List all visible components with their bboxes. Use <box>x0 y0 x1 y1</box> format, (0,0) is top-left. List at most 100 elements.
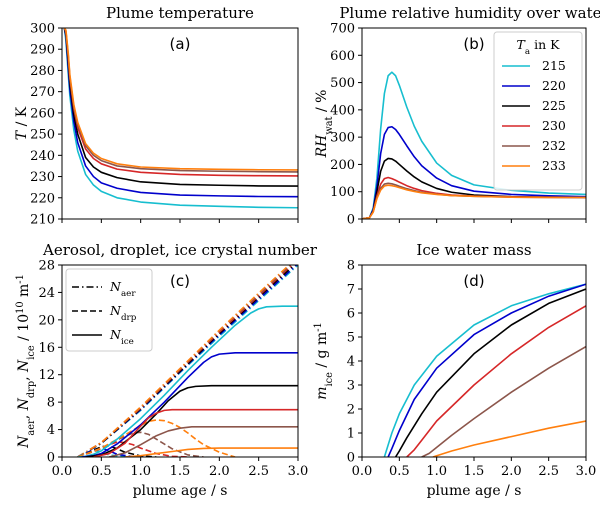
series-line-225 <box>362 157 586 219</box>
y-tick-label: 300 <box>330 131 355 146</box>
series-line-233 <box>432 420 586 457</box>
y-tick-label: 250 <box>30 128 55 143</box>
y-tick-label: 6 <box>347 307 355 322</box>
series-line-215 <box>383 283 586 457</box>
legend-entry: 232 <box>542 138 566 153</box>
series-line-215 <box>362 71 586 219</box>
series-line-n-ice-230 <box>93 408 298 457</box>
series-line-220 <box>387 283 586 457</box>
y-tick-label: 400 <box>330 103 355 118</box>
y-tick-label: 1 <box>347 427 355 442</box>
y-tick-label: 12 <box>38 368 55 383</box>
legend-entry: Ndrp <box>109 303 137 323</box>
y-tick-label: 5 <box>347 331 355 346</box>
x-tick-label: 2.0 <box>209 464 230 479</box>
x-tick-label: 2.0 <box>501 464 522 479</box>
x-tick-label: 0.5 <box>91 464 112 479</box>
panel-label: (b) <box>463 35 484 53</box>
series-line-230 <box>406 305 586 457</box>
y-tick-label: 28 <box>38 259 55 274</box>
chart-title: Ice water mass <box>416 241 531 259</box>
y-tick-label: 8 <box>47 396 55 411</box>
panel-label: (d) <box>463 272 484 290</box>
y-tick-label: 500 <box>330 76 355 91</box>
x-tick-label: 2.5 <box>538 464 559 479</box>
legend-box <box>493 31 583 191</box>
y-tick-label: 290 <box>30 43 55 58</box>
x-tick-label: 1.5 <box>170 464 191 479</box>
legend-box <box>65 268 153 352</box>
y-tick-label: 0 <box>47 451 55 466</box>
y-tick-label: 0 <box>347 451 355 466</box>
y-tick-label: 0 <box>347 213 355 228</box>
y-tick-label: 230 <box>30 170 55 185</box>
y-tick-label: 7 <box>347 283 355 298</box>
legend-entry: 215 <box>542 58 566 73</box>
x-tick-label: 0.0 <box>352 464 373 479</box>
y-axis-label: T / K <box>14 106 30 140</box>
chart-title: Plume temperature <box>106 4 254 22</box>
x-tick-label: 1.0 <box>130 464 151 479</box>
legend-entry: 225 <box>542 98 566 113</box>
x-tick-label: 1.0 <box>426 464 447 479</box>
x-tick-label: 1.5 <box>464 464 485 479</box>
panel-3: 0.0 0.5 1.0 1.5 2.0 2.5 3.0 0 1 2 3 4 5 6 7 8 Ice water … <box>313 241 597 499</box>
series-line-n-aer-225 <box>77 265 296 457</box>
y-tick-label: 4 <box>347 355 355 370</box>
series-line-220 <box>362 125 586 219</box>
y-tick-label: 3 <box>347 379 355 394</box>
axes-frame <box>61 27 299 220</box>
legend-entry: Nice <box>109 327 134 347</box>
x-tick-label: 3.0 <box>576 464 597 479</box>
legend: Naer Ndrp Nice <box>65 268 153 352</box>
x-tick-label: 0.5 <box>389 464 410 479</box>
x-axis-label: plume age / s <box>133 483 228 499</box>
chart-title: Aerosol, droplet, ice crystal number <box>42 241 318 259</box>
y-tick-label: 280 <box>30 64 55 79</box>
x-tick-label: 0.0 <box>52 464 73 479</box>
y-tick-label: 16 <box>38 341 55 356</box>
y-tick-label: 2 <box>347 403 355 418</box>
series-line-n-ice-220 <box>81 351 298 457</box>
series-line-232 <box>421 345 586 457</box>
y-tick-label: 200 <box>330 158 355 173</box>
y-axis-label: Naer, Ndrp, Nice / 1010 m-1 <box>15 274 37 449</box>
legend-title: Ta in K <box>517 37 561 57</box>
series-line-n-ice-232 <box>108 426 298 457</box>
y-axis-label: RHwat / % <box>314 90 335 159</box>
series-line-n-ice-215 <box>77 305 298 457</box>
y-tick-label: 600 <box>330 49 355 64</box>
chart-title: Plume relative humidity over water <box>339 4 600 22</box>
y-tick-label: 4 <box>47 423 55 438</box>
panel-label: (a) <box>170 35 191 53</box>
y-tick-label: 260 <box>30 106 55 121</box>
x-tick-label: 2.5 <box>248 464 269 479</box>
x-tick-label: 3.0 <box>288 464 309 479</box>
y-tick-label: 8 <box>347 259 355 274</box>
y-tick-label: 270 <box>30 85 55 100</box>
panel-label: (c) <box>170 272 190 290</box>
series-line-233 <box>362 184 586 219</box>
y-tick-label: 20 <box>38 313 55 328</box>
series-line-n-drp-232 <box>77 431 204 457</box>
x-axis-label: plume age / s <box>427 483 522 499</box>
y-tick-label: 24 <box>38 286 55 301</box>
series-group <box>362 71 586 219</box>
y-tick-label: 100 <box>330 185 355 200</box>
series-line-225 <box>394 288 586 457</box>
panel-2: 0.0 0.5 1.0 1.5 2.0 2.5 3.0 0 4 8 12 16 20 24 28Aeroso… <box>15 241 318 499</box>
series-line-n-drp-233 <box>77 419 236 457</box>
y-tick-label: 240 <box>30 149 55 164</box>
y-tick-label: 210 <box>30 213 55 228</box>
legend-entry: 233 <box>542 158 566 173</box>
legend-entry: Naer <box>109 279 136 299</box>
series-group <box>383 283 586 457</box>
panel-0: 210 220 230 240 250 260 270 280 290 300 Plume temp… <box>14 4 299 228</box>
y-tick-label: 300 <box>30 22 55 37</box>
series-line-n-ice-225 <box>85 384 298 457</box>
series-line-233 <box>63 28 298 171</box>
series-line-n-drp-230 <box>77 441 188 457</box>
